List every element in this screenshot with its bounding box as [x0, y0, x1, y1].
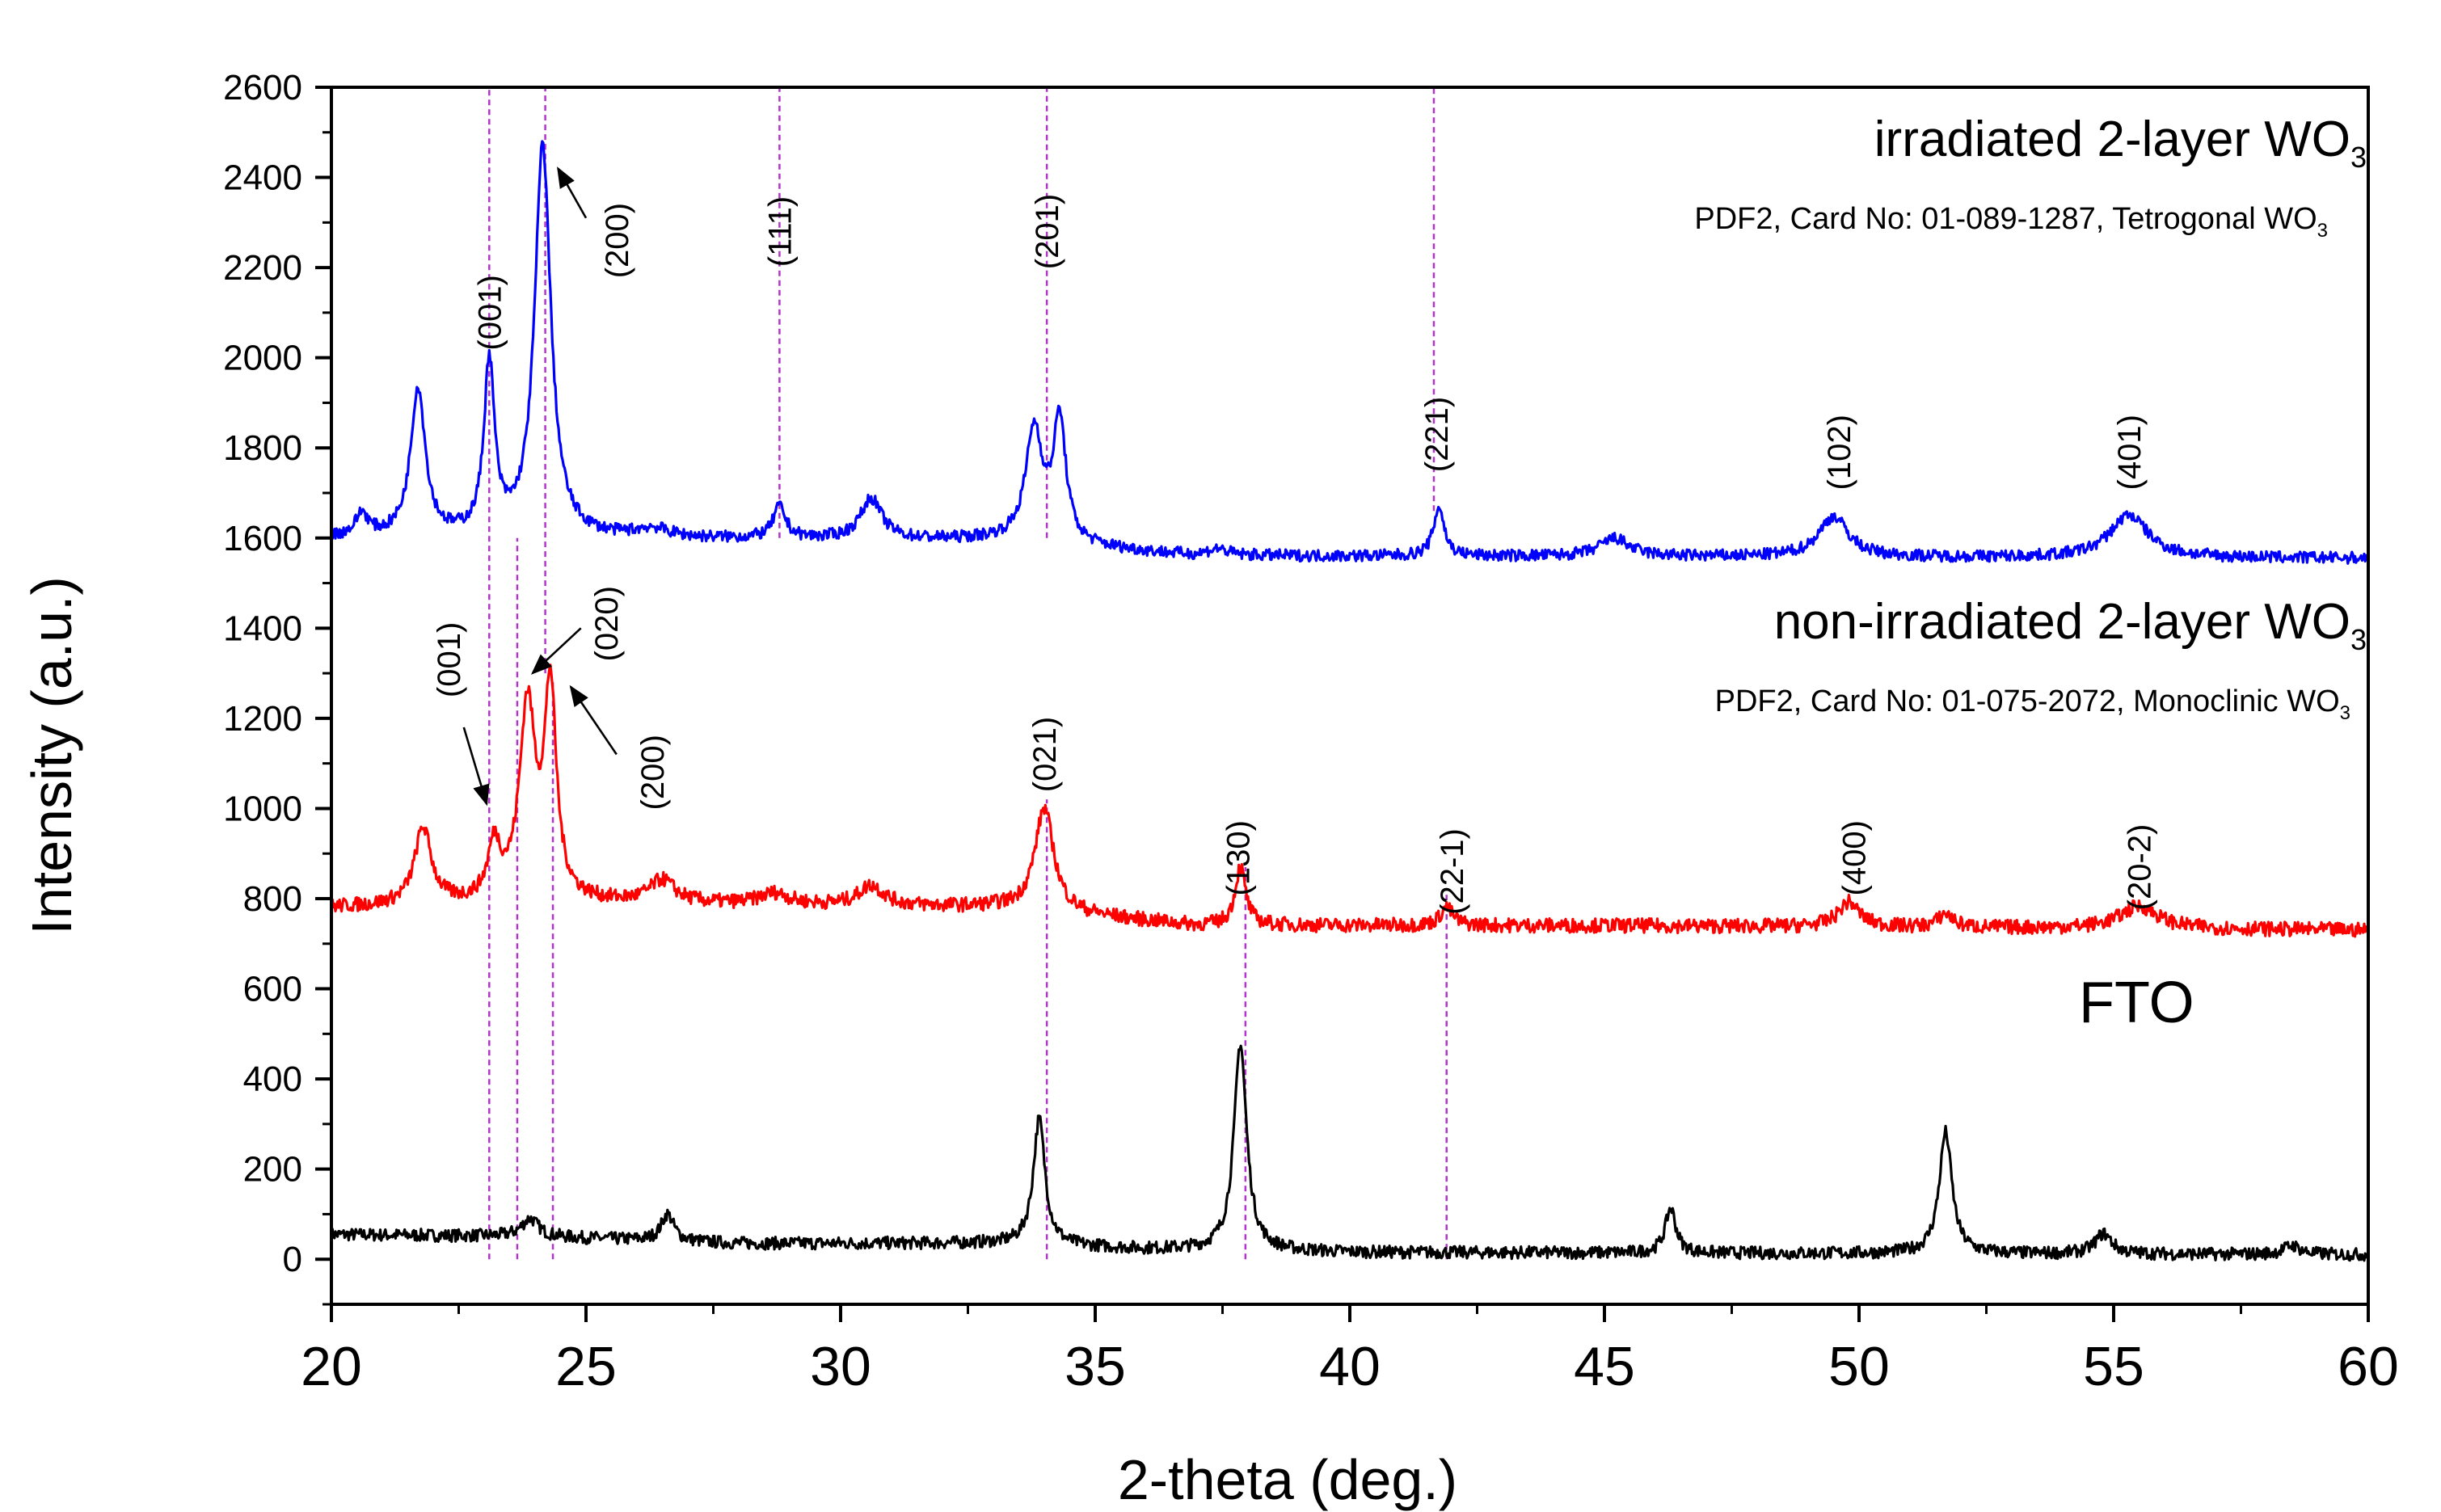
irradiated-title-subscript: 3	[2350, 141, 2367, 174]
tetragonal-peak-label: (102)	[1822, 415, 1857, 490]
monoclinic-peak-label: (021)	[1027, 717, 1063, 792]
nonirradiated-card-subscript: 3	[2340, 702, 2350, 724]
y-tick-label: 1400	[223, 609, 302, 648]
y-tick-label: 1600	[223, 519, 302, 558]
peak-arrow	[557, 166, 588, 219]
series-layer	[330, 140, 2370, 1262]
x-tick-label: 40	[1319, 1336, 1381, 1397]
tetragonal-peak-label: (200)	[600, 203, 635, 278]
peak-arrow	[569, 684, 618, 756]
peak-arrow	[462, 727, 490, 807]
y-tick-label: 600	[243, 970, 302, 1009]
monoclinic-peak-label: (130)	[1220, 820, 1256, 895]
nonirradiated-sample-label: non-irradiated 2-layer WO3	[1774, 594, 2367, 656]
nonirradiated-card-text: PDF2, Card No: 01-075-2072, Monoclinic W…	[1715, 684, 2340, 718]
tetragonal-peak-label: (111)	[762, 196, 798, 267]
x-tick-label: 45	[1574, 1336, 1635, 1397]
monoclinic-peak-label: (22-1)	[1435, 828, 1470, 915]
irradiated-title-text: irradiated 2-layer WO	[1874, 112, 2350, 167]
y-tick-label: 2000	[223, 339, 302, 378]
tetragonal-peak-label: (221)	[1419, 397, 1455, 472]
irradiated-sample-label: irradiated 2-layer WO3	[1874, 112, 2367, 174]
x-axis-title: 2-theta (deg.)	[1118, 1448, 1457, 1511]
fto-label: FTO	[2079, 971, 2194, 1035]
irradiated-card-label: PDF2, Card No: 01-089-1287, Tetrogonal W…	[1694, 202, 2328, 242]
y-tick-label: 2400	[223, 158, 302, 198]
annotations-layer: (001) (200) (111) (201) (221) (102) (401) (001)…	[432, 166, 2158, 915]
y-tick-label: 0	[283, 1240, 302, 1279]
y-tick-label: 400	[243, 1059, 302, 1099]
y-tick-label: 800	[243, 879, 302, 919]
monoclinic-peak-label: (020)	[589, 586, 625, 661]
x-tick-label: 25	[555, 1336, 617, 1397]
y-tick-label: 2200	[223, 248, 302, 288]
x-tick-label: 50	[1828, 1336, 1890, 1397]
x-tick-label: 55	[2083, 1336, 2144, 1397]
y-tick-label: 1200	[223, 699, 302, 739]
peak-arrow	[530, 627, 582, 675]
tetragonal-peak-label: (001)	[472, 275, 508, 350]
irradiated-card-text: PDF2, Card No: 01-089-1287, Tetrogonal W…	[1694, 202, 2317, 236]
y-tick-label: 1800	[223, 428, 302, 468]
series-line-fto	[330, 1044, 2369, 1262]
nonirradiated-title-subscript: 3	[2350, 623, 2367, 656]
x-tick-label: 20	[301, 1336, 362, 1397]
x-tick-label: 30	[810, 1336, 871, 1397]
y-tick-label: 200	[243, 1150, 302, 1190]
monoclinic-peak-label: (400)	[1837, 820, 1873, 895]
y-axis-title: Intensity (a.u.)	[20, 576, 83, 935]
monoclinic-peak-label: (20-2)	[2123, 824, 2158, 911]
nonirradiated-title-text: non-irradiated 2-layer WO	[1774, 594, 2350, 650]
y-tick-label: 2600	[223, 68, 302, 107]
monoclinic-peak-label: (001)	[432, 622, 467, 697]
axes-layer: 0 200 400 600 800 1000 1200 1400 1600 1800 2000 220…	[223, 68, 2399, 1397]
series-line-non-irradiated-2-layer-wo3	[330, 663, 2370, 938]
tetragonal-peak-label: (201)	[1030, 194, 1065, 269]
x-tick-label: 60	[2338, 1336, 2399, 1397]
nonirradiated-card-label: PDF2, Card No: 01-075-2072, Monoclinic W…	[1715, 684, 2350, 724]
tetragonal-peak-label: (401)	[2112, 415, 2148, 490]
series-line-irradiated-2-layer-wo3	[330, 140, 2370, 565]
irradiated-card-subscript: 3	[2317, 220, 2328, 242]
x-tick-label: 35	[1065, 1336, 1126, 1397]
monoclinic-peak-label: (200)	[635, 735, 671, 810]
y-tick-label: 1000	[223, 789, 302, 828]
